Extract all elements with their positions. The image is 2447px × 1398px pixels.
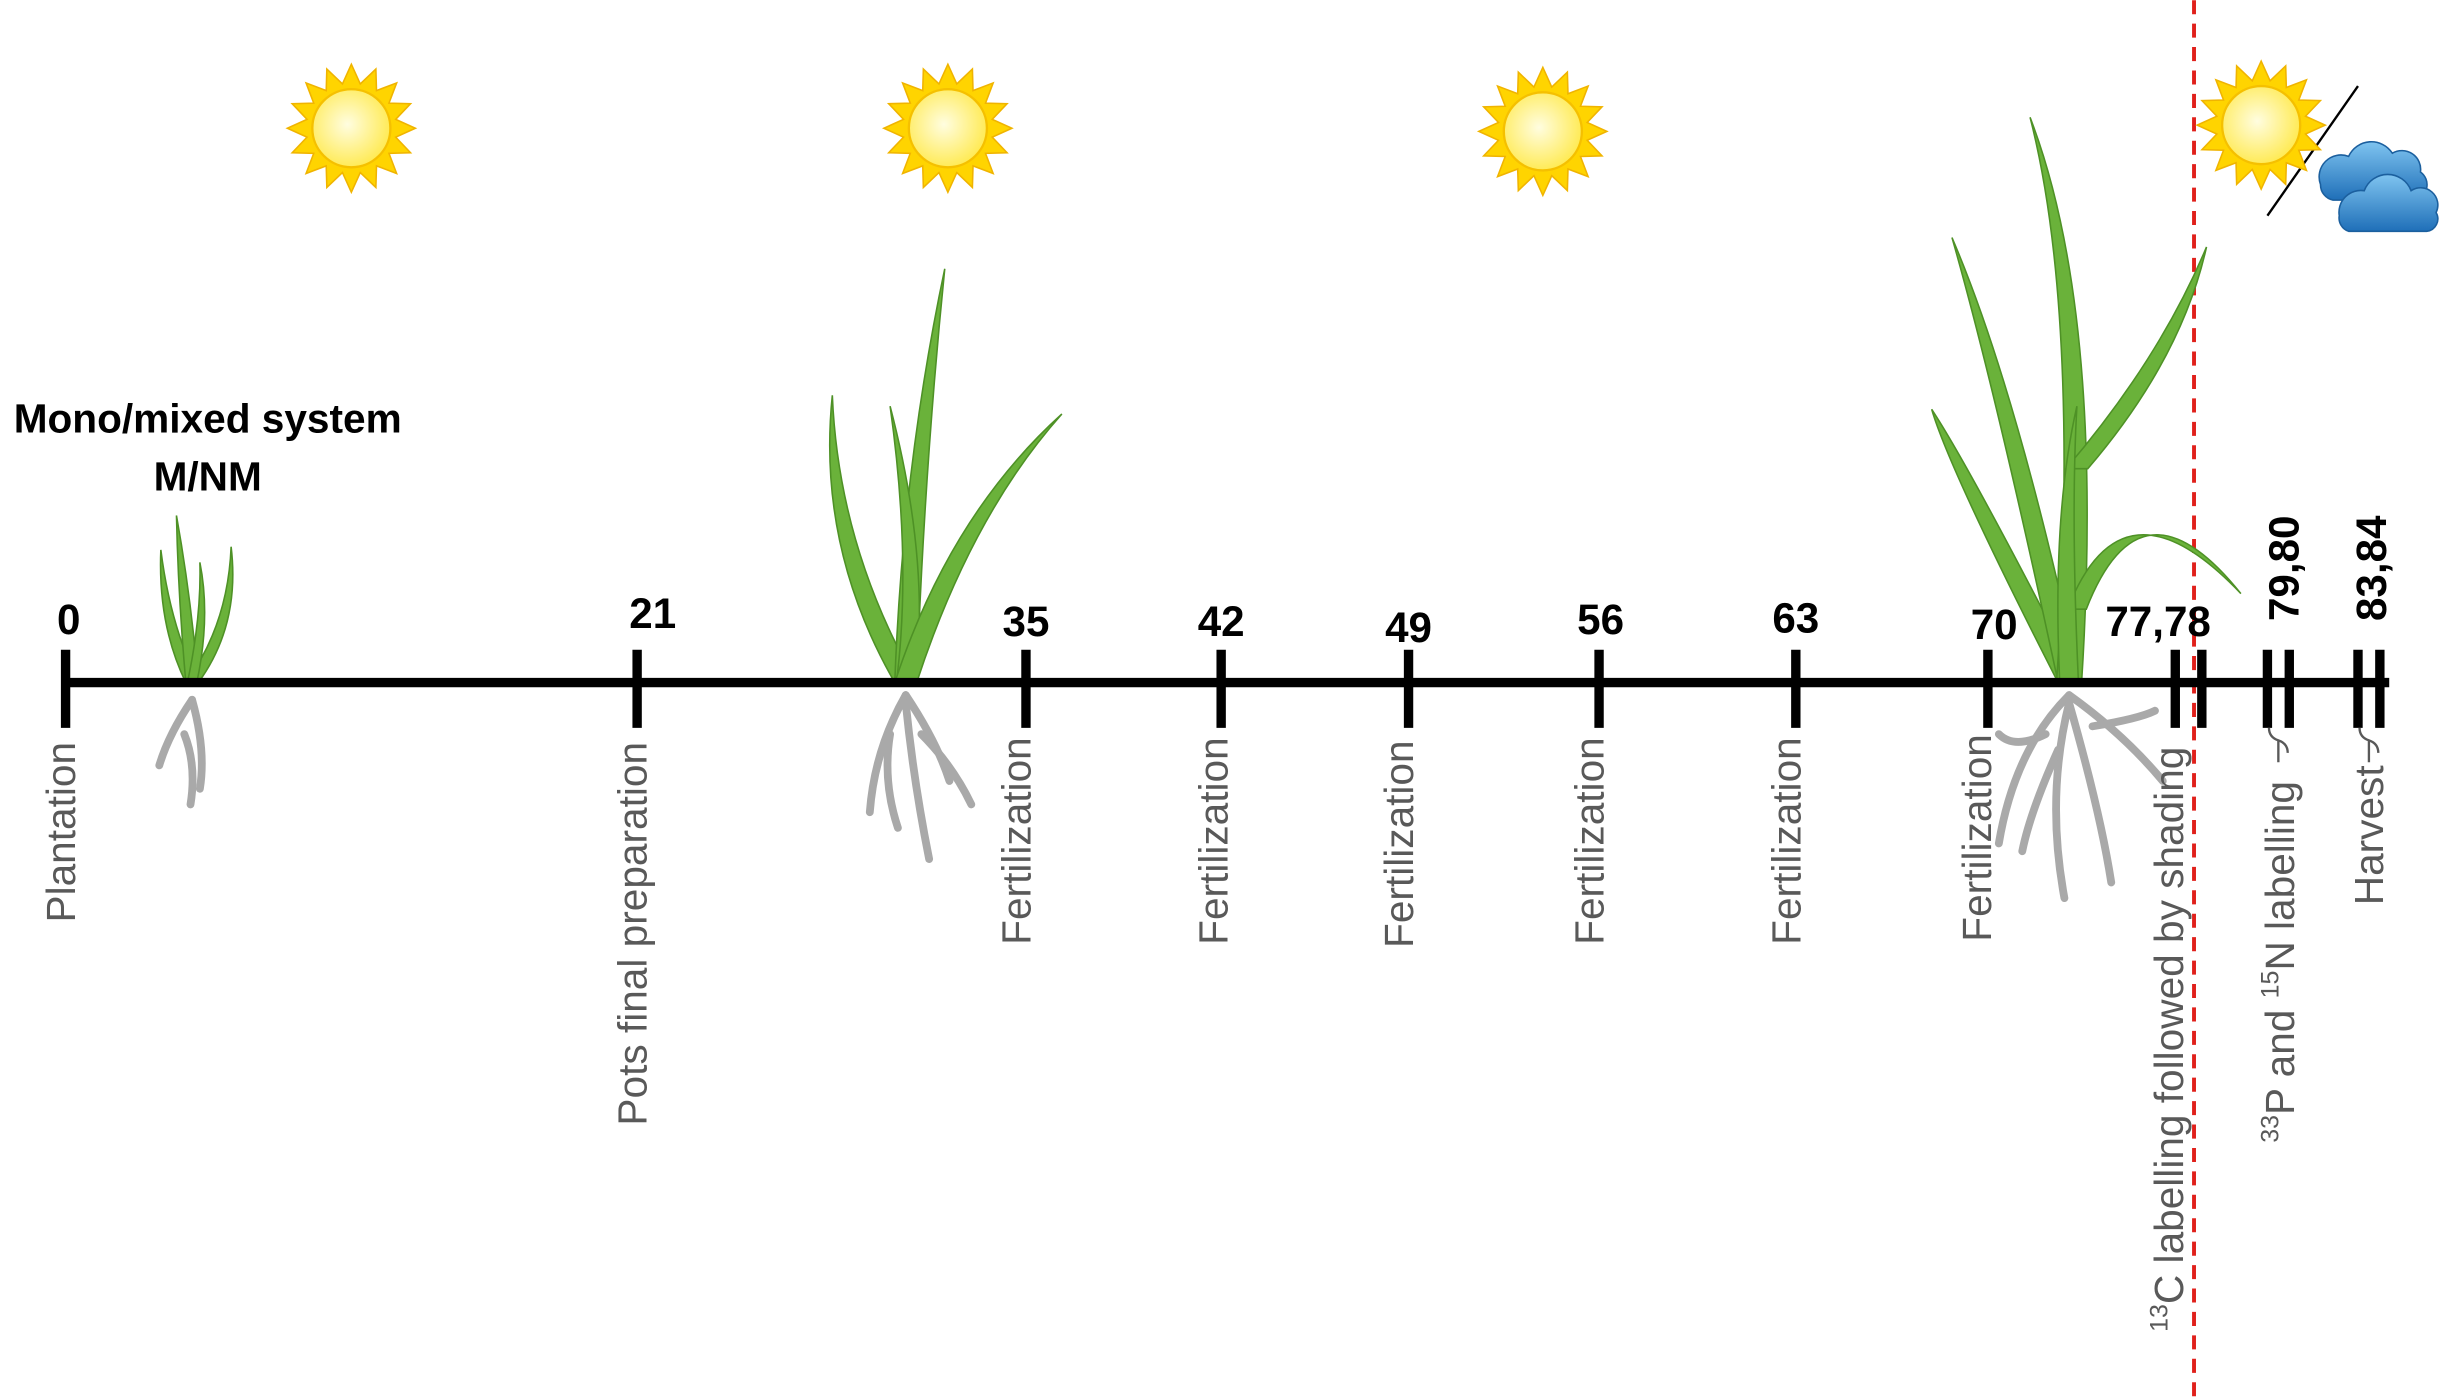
day-label: 42 bbox=[1198, 598, 1245, 645]
day-label: 77,78 bbox=[2105, 598, 2211, 645]
event-text: P and bbox=[2257, 998, 2303, 1115]
leaf bbox=[2064, 246, 2208, 470]
leaf bbox=[184, 546, 234, 684]
day-label: 49 bbox=[1385, 604, 1432, 651]
event-text: Pots final preparation bbox=[609, 742, 655, 1126]
event-text: Fertilization bbox=[1376, 740, 1422, 948]
sun-icon bbox=[881, 62, 1014, 195]
title-line: M/NM bbox=[154, 454, 262, 500]
event-label: Pots final preparation bbox=[609, 742, 655, 1126]
leaf bbox=[175, 515, 200, 684]
event-label: Fertilization bbox=[994, 737, 1040, 945]
leaf bbox=[2066, 534, 2242, 610]
event-label: Fertilization bbox=[1190, 737, 1236, 945]
sun-core bbox=[2220, 84, 2302, 166]
day-label: 83,84 bbox=[2348, 515, 2395, 621]
root bbox=[917, 730, 976, 809]
event-label: Fertilization bbox=[1764, 737, 1810, 945]
leaf bbox=[186, 562, 206, 684]
root bbox=[1994, 691, 2074, 848]
plants bbox=[155, 117, 2242, 903]
sun-icon bbox=[1476, 65, 1609, 198]
day-label: 79,80 bbox=[2261, 516, 2308, 622]
root bbox=[901, 699, 934, 863]
leaf bbox=[828, 395, 918, 684]
sun-core bbox=[311, 88, 392, 169]
event-text: Plantation bbox=[38, 742, 84, 923]
event-text: Harvest bbox=[2346, 765, 2392, 905]
event-label: 13C labelling followed by shading bbox=[2145, 747, 2192, 1332]
event-text: Fertilization bbox=[1764, 737, 1810, 945]
cloud bbox=[2318, 140, 2439, 233]
bracket bbox=[2267, 727, 2289, 763]
leaf bbox=[1951, 237, 2081, 684]
event-text: 15 bbox=[2256, 971, 2284, 999]
event-label: Plantation bbox=[38, 742, 84, 923]
day-label: 21 bbox=[629, 590, 676, 637]
event-label: 33P and 15N labelling bbox=[2256, 781, 2303, 1143]
root bbox=[155, 695, 196, 770]
title-line: Mono/mixed system bbox=[14, 396, 402, 442]
day-label: 63 bbox=[1772, 595, 1819, 642]
event-label: Fertilization bbox=[1376, 740, 1422, 948]
root bbox=[188, 695, 206, 793]
root bbox=[2088, 706, 2159, 731]
root bbox=[883, 730, 902, 832]
event-label: Fertilization bbox=[1567, 737, 1613, 945]
day-label: 35 bbox=[1003, 598, 1050, 645]
event-text: N labelling bbox=[2257, 781, 2303, 971]
sun-icon bbox=[285, 62, 418, 195]
event-text: C labelling followed by shading bbox=[2146, 747, 2192, 1304]
root bbox=[180, 730, 197, 809]
sun-icon bbox=[2195, 59, 2328, 192]
slash bbox=[2266, 85, 2359, 217]
root bbox=[2065, 691, 2167, 785]
day-label: 56 bbox=[1577, 596, 1624, 643]
leaf bbox=[2057, 406, 2080, 684]
root bbox=[2065, 699, 2116, 887]
event-text: 13 bbox=[2145, 1304, 2173, 1332]
day-label: 0 bbox=[57, 596, 80, 643]
sun-core bbox=[1502, 91, 1584, 172]
root bbox=[2018, 745, 2063, 856]
day-label: 70 bbox=[1971, 601, 2018, 648]
leaf bbox=[893, 413, 1063, 684]
event-text: Fertilization bbox=[1567, 737, 1613, 945]
event-label: Fertilization bbox=[1954, 734, 2000, 942]
event-label: Harvest bbox=[2346, 765, 2392, 905]
event-text: 33 bbox=[2256, 1115, 2284, 1143]
bracket bbox=[2358, 727, 2380, 763]
sun-core bbox=[907, 88, 989, 169]
root bbox=[1994, 730, 2050, 746]
event-text: Fertilization bbox=[1190, 737, 1236, 945]
root bbox=[865, 691, 910, 817]
event-text: Fertilization bbox=[1954, 734, 2000, 942]
root bbox=[2052, 699, 2074, 903]
event-text: Fertilization bbox=[994, 737, 1040, 945]
